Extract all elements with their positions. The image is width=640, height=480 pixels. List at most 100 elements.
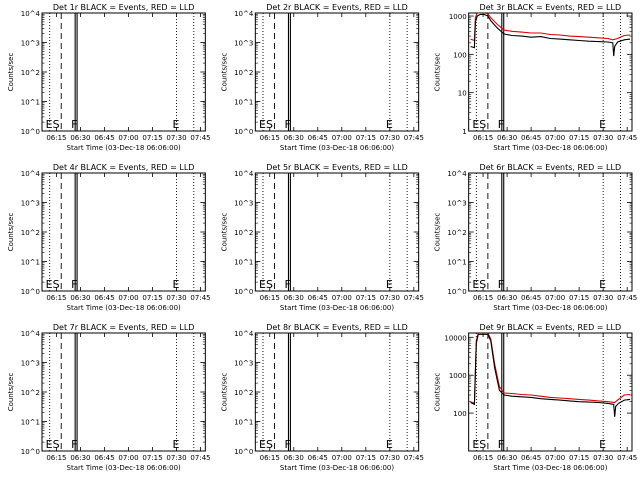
y-tick-label: 10^2 <box>234 229 253 237</box>
detector-panel: Det 8r BLACK = Events, RED = LLD 06:15 06:… <box>220 323 424 472</box>
x-tick-label: 06:15 <box>473 134 493 142</box>
x-tick-label: 06:30 <box>497 454 517 462</box>
x-axis-label: Start Time (03-Dec-18 06:06:00) <box>67 144 181 152</box>
x-tick-label: 06:30 <box>497 294 517 302</box>
x-tick-label: 06:45 <box>94 134 114 142</box>
time-marker-label: F <box>284 438 290 451</box>
detector-panel: Det 1r BLACK = Events, RED = LLD 06:15 06:… <box>7 3 211 152</box>
x-tick-label: 07:30 <box>593 294 613 302</box>
x-tick-label: 07:30 <box>380 294 400 302</box>
detector-panel: Det 3r BLACK = Events, RED = LLD 06:15 06:… <box>434 3 638 152</box>
series-line <box>470 333 631 405</box>
plot-frame <box>254 172 420 292</box>
y-axis-label: Counts/sec <box>220 213 228 252</box>
y-tick-label: 10^3 <box>234 200 253 208</box>
panel-title: Det 5r BLACK = Events, RED = LLD <box>266 163 408 172</box>
detector-panel: Det 9r BLACK = Events, RED = LLD 06:15 06:… <box>434 323 638 472</box>
x-tick-label: 07:45 <box>190 294 210 302</box>
x-tick-label: 07:15 <box>569 294 589 302</box>
panel-title: Det 6r BLACK = Events, RED = LLD <box>480 163 622 172</box>
plot-frame <box>254 12 420 132</box>
x-tick-label: 06:30 <box>70 134 90 142</box>
x-tick-label: 07:30 <box>166 294 186 302</box>
x-tick-label: 07:15 <box>356 454 376 462</box>
y-axis-label: Counts/sec <box>7 373 15 412</box>
x-tick-label: 07:45 <box>404 134 424 142</box>
y-tick-label: 10^2 <box>234 389 253 397</box>
x-tick-label: 07:30 <box>380 454 400 462</box>
x-tick-label: 06:15 <box>46 134 66 142</box>
y-tick-label: 10^0 <box>21 288 40 296</box>
y-axis-label: Counts/sec <box>220 373 228 412</box>
x-tick-label: 07:45 <box>404 454 424 462</box>
y-tick-label: 10 <box>458 90 467 98</box>
x-axis-label: Start Time (03-Dec-18 06:06:00) <box>493 304 607 312</box>
time-marker-label: E <box>599 278 606 291</box>
x-tick-label: 07:00 <box>332 454 352 462</box>
y-tick-label: 10^0 <box>234 288 253 296</box>
time-marker-label: F <box>498 278 504 291</box>
time-marker-label: ES <box>46 278 60 291</box>
time-marker-label: E <box>599 438 606 451</box>
x-tick-label: 06:30 <box>497 134 517 142</box>
x-axis-label: Start Time (03-Dec-18 06:06:00) <box>67 464 181 472</box>
time-marker-label: E <box>386 118 393 131</box>
y-tick-label: 10^4 <box>447 170 467 178</box>
x-tick-label: 07:30 <box>166 454 186 462</box>
plot-frame <box>468 172 633 292</box>
y-tick-label: 10^1 <box>234 99 253 107</box>
x-tick-label: 06:45 <box>521 454 541 462</box>
x-tick-label: 07:15 <box>142 294 162 302</box>
plot-frame <box>468 332 633 452</box>
plot-frame <box>254 332 420 452</box>
x-tick-label: 07:45 <box>617 134 637 142</box>
x-tick-label: 07:45 <box>617 454 637 462</box>
y-tick-label: 10^4 <box>234 170 254 178</box>
x-tick-label: 07:00 <box>118 294 138 302</box>
x-tick-label: 06:15 <box>46 454 66 462</box>
x-axis-label: Start Time (03-Dec-18 06:06:00) <box>280 304 394 312</box>
panel-title: Det 7r BLACK = Events, RED = LLD <box>53 323 195 332</box>
x-tick-label: 07:15 <box>356 294 376 302</box>
time-marker-label: ES <box>46 438 60 451</box>
x-tick-label: 06:45 <box>521 294 541 302</box>
y-tick-label: 10^0 <box>234 128 253 136</box>
y-tick-label: 10^2 <box>21 229 40 237</box>
time-marker-label: F <box>284 118 290 131</box>
plot-frame <box>41 332 206 452</box>
y-tick-label: 100 <box>453 410 466 418</box>
x-tick-label: 07:00 <box>332 294 352 302</box>
y-tick-label: 10^1 <box>21 99 40 107</box>
time-marker-label: E <box>599 118 606 131</box>
y-tick-label: 10^0 <box>21 128 40 136</box>
series-line <box>470 13 631 42</box>
y-tick-label: 10^4 <box>21 170 41 178</box>
x-tick-label: 06:30 <box>284 454 304 462</box>
time-marker-label: E <box>173 118 180 131</box>
y-tick-label: 10^2 <box>21 69 40 77</box>
x-tick-label: 06:30 <box>70 454 90 462</box>
series-line <box>470 333 631 417</box>
x-tick-label: 07:30 <box>593 134 613 142</box>
time-marker-label: E <box>173 438 180 451</box>
detector-panel: Det 7r BLACK = Events, RED = LLD 06:15 06:… <box>7 323 211 472</box>
y-tick-label: 100 <box>453 51 466 59</box>
x-tick-label: 06:45 <box>308 454 328 462</box>
detector-panel: Det 6r BLACK = Events, RED = LLD 06:15 06:… <box>434 163 638 312</box>
y-tick-label: 10^4 <box>21 10 41 18</box>
y-tick-label: 10^1 <box>234 259 253 267</box>
x-tick-label: 06:15 <box>260 454 280 462</box>
y-axis-label: Counts/sec <box>434 53 442 92</box>
time-marker-label: F <box>284 278 290 291</box>
time-marker-label: F <box>71 438 77 451</box>
x-tick-label: 06:45 <box>521 134 541 142</box>
y-tick-label: 10^1 <box>447 259 466 267</box>
y-tick-label: 10^3 <box>234 40 253 48</box>
x-axis-label: Start Time (03-Dec-18 06:06:00) <box>280 144 394 152</box>
x-tick-label: 06:15 <box>46 294 66 302</box>
time-marker-label: ES <box>259 118 273 131</box>
x-tick-label: 06:30 <box>284 294 304 302</box>
x-tick-label: 06:45 <box>94 294 114 302</box>
time-marker-label: E <box>386 438 393 451</box>
